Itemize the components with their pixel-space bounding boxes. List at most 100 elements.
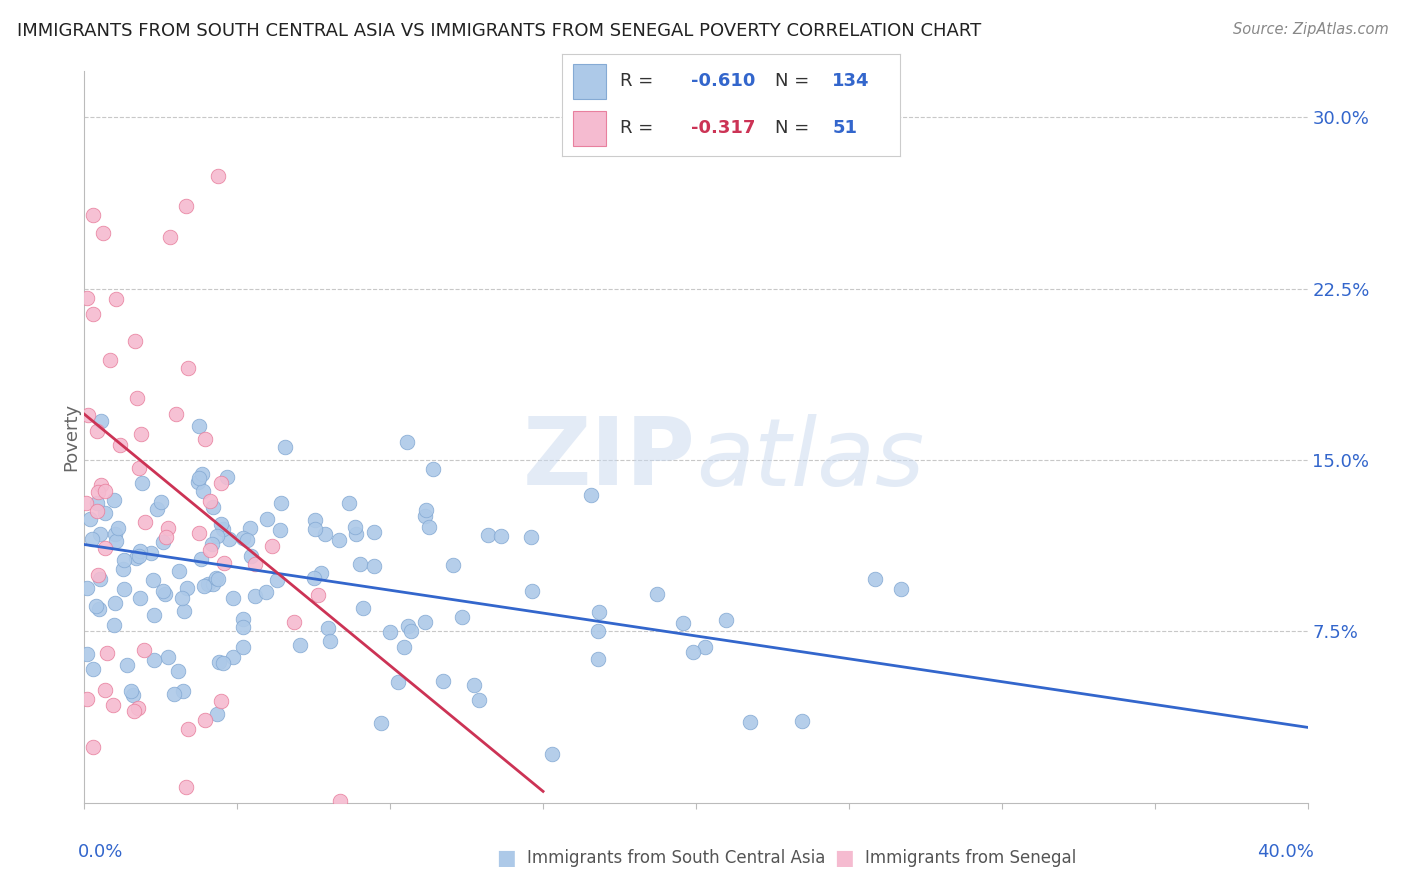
Point: [232, 640, 254, 654]
Point: [157, 650, 180, 665]
Point: [202, 577, 225, 591]
Text: IMMIGRANTS FROM SOUTH CENTRAL ASIA VS IMMIGRANTS FROM SENEGAL POVERTY CORRELATIO: IMMIGRANTS FROM SOUTH CENTRAL ASIA VS IM…: [17, 22, 981, 40]
Point: [209, 516, 232, 531]
Point: [142, 573, 165, 587]
Point: [540, 747, 562, 761]
Text: ■: ■: [834, 848, 853, 868]
Point: [76, 582, 98, 596]
Point: [205, 571, 228, 585]
Point: [309, 566, 332, 581]
Point: [363, 558, 385, 573]
Point: [463, 678, 485, 692]
Point: [79, 512, 101, 526]
Point: [194, 713, 217, 727]
Point: [112, 562, 135, 576]
Point: [82, 307, 104, 321]
Point: [103, 618, 125, 632]
Text: 40.0%: 40.0%: [1257, 843, 1313, 861]
Point: [82, 662, 104, 676]
Point: [115, 657, 138, 672]
Point: [96, 646, 118, 660]
Point: [94, 682, 117, 697]
Point: [740, 715, 762, 730]
Point: [422, 462, 444, 476]
Point: [163, 687, 186, 701]
Point: [200, 543, 222, 558]
Point: [105, 293, 128, 307]
Point: [122, 688, 145, 702]
Point: [236, 533, 259, 547]
Point: [370, 715, 392, 730]
Point: [586, 624, 609, 638]
Point: [415, 615, 437, 629]
Point: [112, 553, 135, 567]
Point: [319, 633, 342, 648]
Point: [80, 532, 103, 546]
Point: [165, 407, 187, 421]
Point: [146, 501, 169, 516]
Point: [156, 521, 179, 535]
Point: [344, 527, 367, 541]
Point: [104, 596, 127, 610]
Point: [202, 500, 225, 514]
Point: [194, 433, 217, 447]
Point: [647, 587, 669, 601]
Point: [82, 739, 104, 754]
Point: [415, 503, 437, 517]
Point: [197, 577, 219, 591]
Point: [672, 616, 695, 631]
Point: [76, 648, 98, 662]
Point: [82, 208, 104, 222]
Point: [467, 693, 489, 707]
Text: -0.610: -0.610: [690, 72, 755, 90]
Point: [84, 599, 107, 613]
Point: [170, 591, 193, 605]
Point: [207, 572, 229, 586]
Point: [337, 496, 360, 510]
Point: [90, 414, 112, 428]
Point: [581, 488, 603, 502]
Point: [245, 557, 267, 571]
Point: [519, 530, 541, 544]
Point: [152, 535, 174, 549]
Text: R =: R =: [620, 120, 652, 137]
Point: [132, 642, 155, 657]
Point: [174, 780, 197, 794]
Point: [380, 625, 402, 640]
Point: [75, 496, 97, 510]
Point: [522, 583, 544, 598]
Point: [149, 495, 172, 509]
Point: [352, 601, 374, 615]
Point: [682, 645, 704, 659]
Point: [283, 615, 305, 629]
Point: [269, 524, 291, 538]
Point: [243, 590, 266, 604]
Point: [87, 601, 110, 615]
Point: [187, 475, 209, 489]
Point: [125, 550, 148, 565]
Point: [205, 707, 228, 722]
Point: [240, 549, 263, 564]
Bar: [572, 64, 606, 99]
Point: [87, 485, 110, 500]
Point: [129, 591, 152, 605]
Point: [188, 418, 211, 433]
Text: Source: ZipAtlas.com: Source: ZipAtlas.com: [1233, 22, 1389, 37]
Point: [222, 650, 245, 665]
Point: [91, 226, 114, 240]
Point: [131, 476, 153, 491]
Point: [86, 496, 108, 510]
Point: [94, 541, 117, 556]
Point: [167, 564, 190, 578]
Point: [363, 525, 385, 540]
Text: R =: R =: [620, 72, 652, 90]
Point: [256, 512, 278, 526]
Point: [863, 572, 886, 586]
Text: ■: ■: [496, 848, 516, 868]
Point: [221, 591, 243, 605]
Point: [188, 471, 211, 485]
Point: [790, 714, 813, 728]
Point: [76, 692, 98, 706]
Point: [232, 612, 254, 626]
Point: [232, 620, 254, 634]
